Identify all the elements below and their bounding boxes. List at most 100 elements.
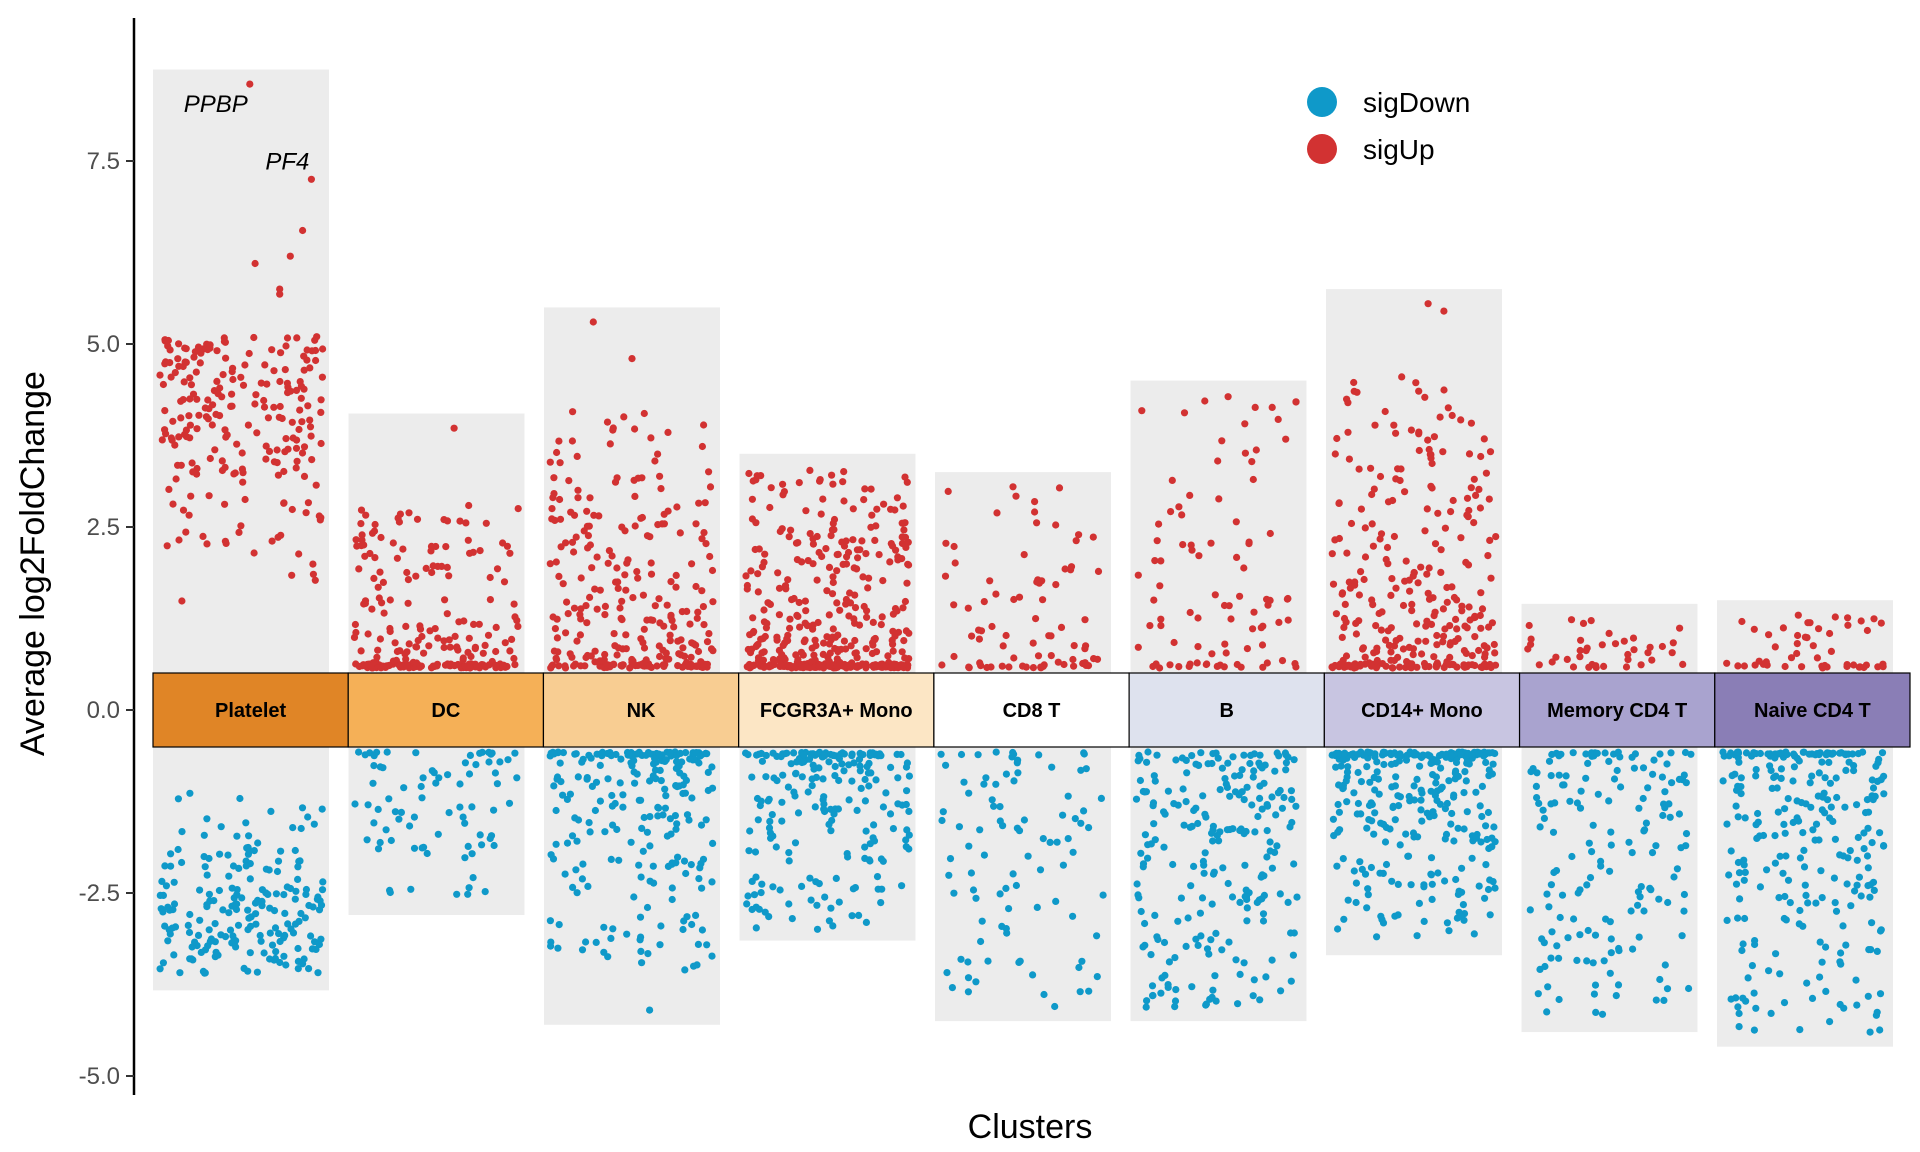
point-down xyxy=(1550,868,1558,877)
point-down xyxy=(552,806,560,815)
point-up xyxy=(603,418,612,426)
point-down xyxy=(1740,861,1748,869)
point-down xyxy=(550,750,558,758)
point-down xyxy=(1839,922,1847,930)
point-down xyxy=(272,890,280,898)
point-down xyxy=(1192,804,1200,812)
point-up xyxy=(159,380,167,389)
point-up xyxy=(1090,655,1098,663)
point-up xyxy=(177,461,185,469)
point-down xyxy=(976,826,984,834)
point-up xyxy=(1370,485,1378,493)
point-down xyxy=(1014,769,1022,777)
point-up xyxy=(192,368,200,376)
point-down xyxy=(1833,793,1841,802)
point-down xyxy=(943,969,951,977)
point-down xyxy=(815,880,823,888)
point-down xyxy=(1209,986,1217,994)
point-down xyxy=(166,930,174,938)
point-up xyxy=(1481,660,1489,668)
point-down xyxy=(266,929,274,937)
point-down xyxy=(376,838,384,847)
point-up xyxy=(556,515,565,523)
point-up xyxy=(460,617,468,625)
point-down xyxy=(652,775,660,783)
point-up xyxy=(663,601,671,609)
point-down xyxy=(201,863,209,871)
point-down xyxy=(821,807,829,816)
point-down xyxy=(867,769,875,777)
point-down xyxy=(1661,961,1669,969)
point-up xyxy=(550,474,558,482)
point-up xyxy=(1357,505,1365,513)
point-down xyxy=(1483,835,1491,844)
point-up xyxy=(653,662,661,670)
point-down xyxy=(1533,769,1541,777)
point-down xyxy=(1870,886,1878,895)
point-down xyxy=(637,933,645,941)
point-up xyxy=(389,539,397,547)
point-up xyxy=(611,478,620,486)
point-down xyxy=(694,940,703,949)
point-up xyxy=(852,649,860,657)
point-up xyxy=(559,580,567,588)
point-up xyxy=(1070,662,1078,670)
point-up xyxy=(182,528,190,536)
point-down xyxy=(273,867,282,876)
point-down xyxy=(1576,931,1584,939)
point-down xyxy=(903,787,911,795)
point-up xyxy=(1471,633,1479,641)
point-up xyxy=(1167,508,1175,516)
point-down xyxy=(668,884,676,892)
point-down xyxy=(1448,752,1456,760)
point-down xyxy=(688,794,696,802)
point-down xyxy=(229,862,238,870)
point-up xyxy=(864,584,872,592)
point-up xyxy=(1377,530,1386,538)
point-down xyxy=(1389,802,1397,811)
point-up xyxy=(1178,511,1186,519)
point-up xyxy=(555,662,563,670)
point-up xyxy=(761,550,769,558)
point-down xyxy=(585,819,593,827)
point-up xyxy=(1723,659,1731,667)
point-down xyxy=(385,795,393,803)
point-down xyxy=(1680,890,1688,899)
point-down xyxy=(703,941,711,949)
point-up xyxy=(163,542,171,550)
point-up xyxy=(1213,662,1221,671)
point-down xyxy=(1226,792,1234,800)
point-up xyxy=(402,655,410,663)
point-down xyxy=(1290,756,1298,764)
point-down xyxy=(1597,862,1605,870)
point-up xyxy=(1157,557,1165,565)
point-down xyxy=(1628,849,1636,857)
point-down xyxy=(1777,765,1785,773)
point-down xyxy=(1082,765,1090,773)
point-down xyxy=(1818,894,1826,902)
point-up xyxy=(950,542,958,551)
point-down xyxy=(903,759,912,767)
point-up xyxy=(312,356,320,365)
point-up xyxy=(1328,550,1336,558)
point-up xyxy=(358,531,366,539)
point-up xyxy=(1644,649,1652,657)
point-down xyxy=(1750,989,1758,997)
point-up xyxy=(833,599,841,607)
point-up xyxy=(1446,653,1454,662)
point-down xyxy=(1002,884,1010,893)
point-up xyxy=(1292,398,1300,406)
point-up xyxy=(270,367,278,375)
point-down xyxy=(176,969,184,977)
point-down xyxy=(1827,803,1835,811)
point-up xyxy=(1373,656,1381,665)
point-up xyxy=(318,373,326,381)
point-up xyxy=(352,536,360,544)
point-up xyxy=(1392,584,1400,592)
point-down xyxy=(1842,766,1850,775)
point-down xyxy=(1223,783,1231,792)
point-down xyxy=(465,884,473,892)
point-up xyxy=(386,596,394,604)
point-down xyxy=(1214,754,1222,762)
point-down xyxy=(266,955,274,963)
